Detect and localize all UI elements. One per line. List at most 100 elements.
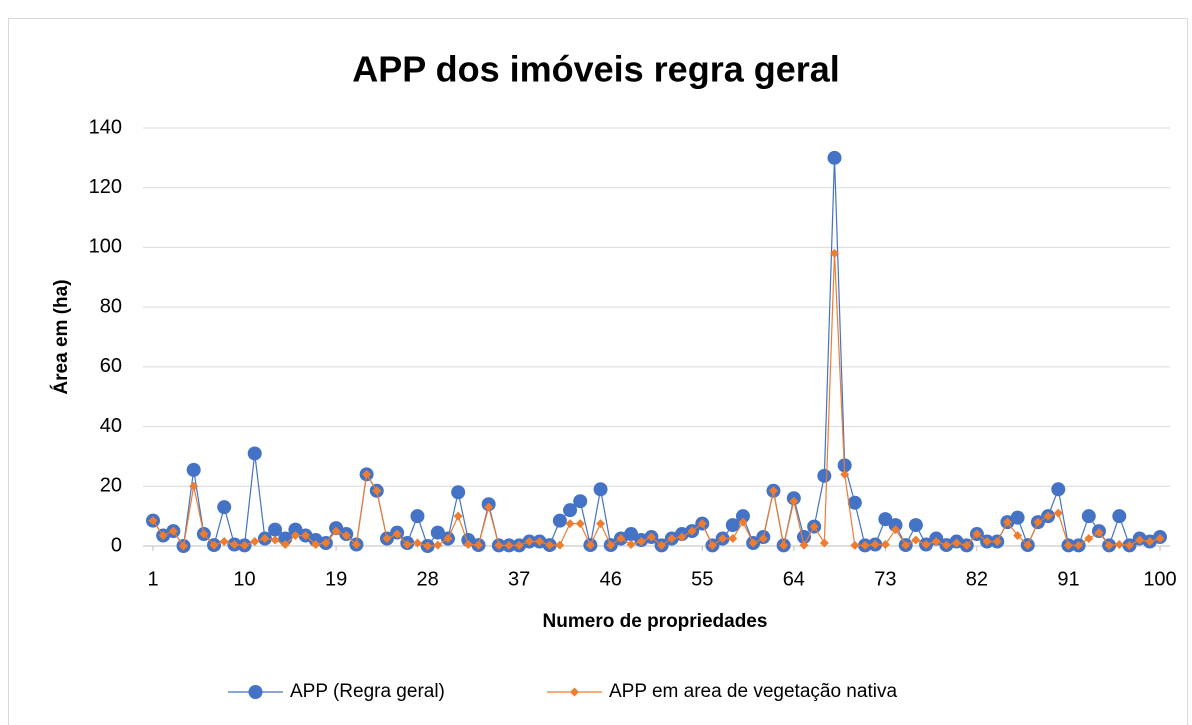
x-tick-label: 91 — [1057, 568, 1079, 590]
data-point — [179, 541, 189, 551]
data-point — [819, 538, 829, 548]
x-tick-label: 28 — [417, 568, 439, 590]
data-point — [870, 540, 880, 550]
x-axis-label: Numero de propriedades — [543, 611, 768, 632]
legend-label: APP em area de vegetação nativa — [609, 681, 897, 702]
data-point — [1010, 510, 1025, 525]
data-point — [219, 537, 229, 547]
data-point — [809, 522, 819, 532]
data-point — [372, 486, 382, 496]
data-point — [1033, 517, 1043, 527]
data-point — [1063, 540, 1073, 550]
data-point — [341, 531, 351, 541]
y-tick-label: 40 — [100, 415, 122, 437]
data-point — [430, 525, 445, 540]
data-point — [563, 503, 578, 518]
x-tick-label: 46 — [600, 568, 622, 590]
data-point — [260, 534, 270, 544]
data-point — [850, 540, 860, 550]
y-tick-label: 0 — [111, 534, 122, 556]
data-point — [1145, 537, 1155, 547]
data-point — [240, 540, 250, 550]
data-point — [748, 538, 758, 548]
data-point — [1084, 534, 1094, 544]
data-point — [636, 537, 646, 547]
data-point — [840, 469, 850, 479]
data-point — [1023, 540, 1033, 550]
data-point — [443, 534, 453, 544]
data-point — [494, 540, 504, 550]
data-point — [718, 534, 728, 544]
x-tick-label: 73 — [874, 568, 896, 590]
data-point — [148, 516, 158, 526]
data-point — [1043, 511, 1053, 521]
data-point — [941, 540, 951, 550]
x-tick-label: 1 — [147, 568, 158, 590]
y-tick-label: 60 — [100, 355, 122, 377]
data-point — [992, 537, 1002, 547]
data-point — [1002, 517, 1012, 527]
data-point — [451, 485, 466, 500]
data-point — [565, 519, 575, 529]
data-point — [697, 519, 707, 529]
data-point — [535, 537, 545, 547]
data-point — [268, 522, 283, 537]
data-point — [677, 532, 687, 542]
data-point — [524, 537, 534, 547]
data-point — [735, 509, 750, 524]
data-point — [555, 540, 565, 550]
data-point — [972, 529, 982, 539]
data-point — [657, 540, 667, 550]
data-point — [982, 537, 992, 547]
data-point — [585, 540, 595, 550]
data-point — [891, 525, 901, 535]
data-point — [514, 540, 524, 550]
data-point — [606, 540, 616, 550]
data-point — [707, 540, 717, 550]
data-point — [189, 481, 199, 491]
data-point — [217, 500, 232, 515]
data-point — [596, 519, 606, 529]
data-point — [412, 538, 422, 548]
data-point — [796, 530, 811, 545]
y-tick-label: 120 — [89, 176, 122, 198]
data-point — [768, 486, 778, 496]
y-axis-label: Área em (ha) — [50, 279, 72, 394]
chart-frame — [8, 18, 1188, 725]
data-point — [687, 526, 697, 536]
data-point — [1135, 535, 1145, 545]
data-point — [1051, 482, 1066, 497]
data-point — [351, 540, 361, 550]
data-point — [646, 532, 656, 542]
data-point — [1112, 509, 1127, 524]
data-point — [575, 519, 585, 529]
y-tick-label: 80 — [100, 295, 122, 317]
data-point — [728, 534, 738, 544]
data-point — [860, 540, 870, 550]
data-point — [667, 534, 677, 544]
data-point — [901, 540, 911, 550]
x-tick-label: 64 — [783, 568, 805, 590]
data-point — [423, 541, 433, 551]
data-point — [463, 540, 473, 550]
data-point — [758, 534, 768, 544]
x-tick-label: 37 — [508, 568, 530, 590]
y-tick-label: 140 — [89, 116, 122, 138]
data-point — [799, 540, 809, 550]
data-point — [288, 522, 303, 537]
data-point — [817, 468, 832, 483]
data-point — [789, 496, 799, 506]
data-point — [626, 540, 636, 550]
y-tick-label: 100 — [89, 236, 122, 258]
data-point — [209, 540, 219, 550]
data-point — [725, 518, 740, 533]
data-point — [921, 540, 931, 550]
data-point — [362, 469, 372, 479]
data-point — [573, 494, 588, 509]
data-point — [473, 540, 483, 550]
data-point — [290, 531, 300, 541]
data-point — [1124, 540, 1134, 550]
y-tick-label: 20 — [100, 475, 122, 497]
legend-swatch-marker — [570, 687, 579, 697]
